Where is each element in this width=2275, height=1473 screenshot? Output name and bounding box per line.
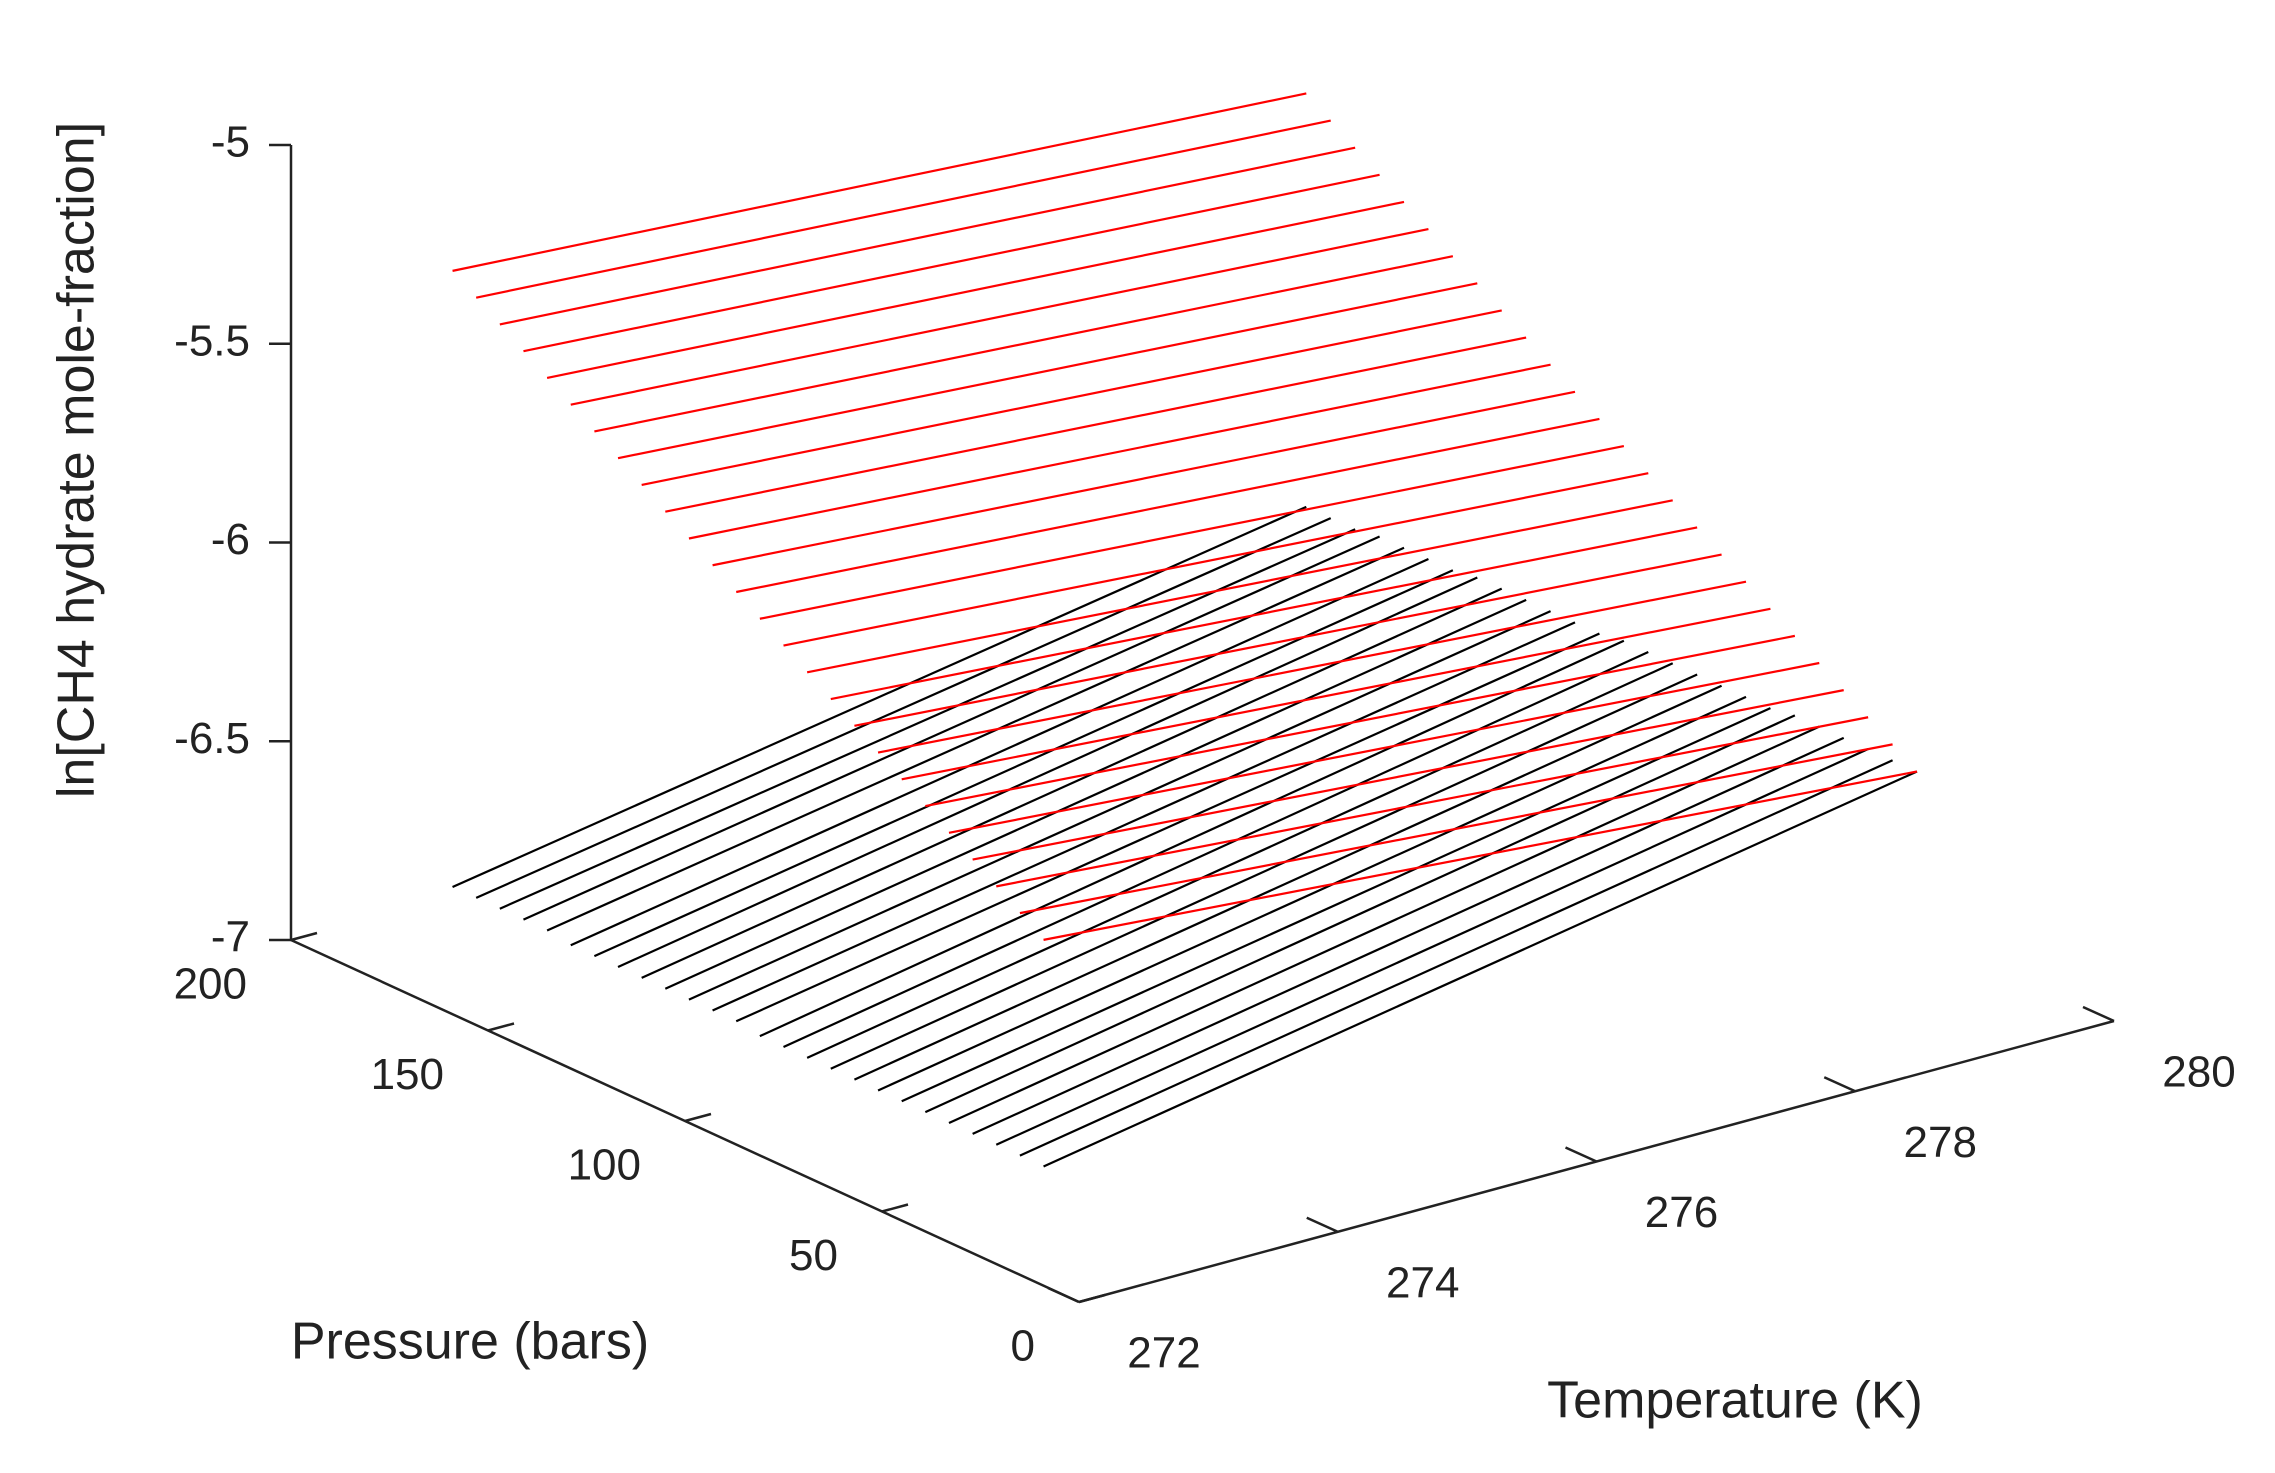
x-tick-label: 280 xyxy=(2162,1048,2235,1097)
x-tick xyxy=(2082,1005,2115,1023)
y-tick-label: 0 xyxy=(1011,1322,1035,1371)
surface-line xyxy=(995,748,1869,1146)
surface-line xyxy=(452,92,1307,272)
x-tick xyxy=(1564,1146,1598,1163)
surface-line xyxy=(783,651,1649,1049)
surface-line xyxy=(712,390,1576,567)
surface-line xyxy=(593,569,1454,958)
surface-line xyxy=(853,684,1723,1081)
y-tick-label: 200 xyxy=(174,960,247,1009)
surface-line xyxy=(523,535,1381,921)
surface-line xyxy=(736,417,1600,594)
surface-line xyxy=(570,557,1429,947)
y-tick xyxy=(290,931,318,942)
surface-line xyxy=(830,526,1698,701)
x-tick-label: 276 xyxy=(1645,1188,1718,1237)
surface-line xyxy=(617,576,1478,969)
surface-line xyxy=(712,621,1576,1012)
surface-line xyxy=(996,716,1869,888)
z-axis-label: ln[CH4 hydrate mole-fraction] xyxy=(48,122,106,798)
surface-line xyxy=(665,336,1527,513)
surface-line xyxy=(972,689,1844,861)
surface-line xyxy=(830,673,1698,1070)
y-tick-label: 150 xyxy=(371,1050,444,1099)
surface-line xyxy=(901,707,1771,1103)
surface-line xyxy=(972,736,1845,1135)
y-tick-label: 50 xyxy=(789,1231,838,1280)
surface-line xyxy=(475,119,1331,299)
surface-line xyxy=(641,587,1503,979)
surface-line xyxy=(617,282,1478,460)
surface-line xyxy=(475,517,1332,899)
x-tick-label: 272 xyxy=(1127,1329,1200,1378)
z-tick-label: -5.5 xyxy=(174,316,250,365)
y-tick xyxy=(684,1112,712,1123)
y-tick xyxy=(487,1022,515,1032)
surface-line xyxy=(854,553,1722,727)
z-tick-label: -5 xyxy=(211,118,250,167)
surface-line xyxy=(570,227,1429,406)
surface-line xyxy=(688,363,1551,540)
surface-line xyxy=(806,662,1674,1059)
surface-line xyxy=(523,173,1380,353)
x-axis-label: Temperature (K) xyxy=(1547,1372,1923,1430)
surface-line xyxy=(877,695,1747,1092)
z-tick-label: -6 xyxy=(211,515,250,564)
x-tick xyxy=(1306,1216,1339,1233)
surface-line xyxy=(948,661,1820,834)
x-tick xyxy=(1047,1286,1080,1304)
y-tick-label: 100 xyxy=(568,1141,641,1190)
surface-line xyxy=(877,580,1747,754)
surface-line xyxy=(924,714,1796,1114)
z-tick-label: -6.5 xyxy=(174,714,250,763)
surface-line xyxy=(664,598,1527,990)
surface-line xyxy=(759,444,1625,620)
surface-line xyxy=(925,634,1796,808)
surface-line xyxy=(948,725,1820,1125)
surface-line xyxy=(594,255,1454,433)
x-tick-label: 274 xyxy=(1386,1258,1459,1307)
x-tick xyxy=(1823,1076,1856,1093)
surface-line xyxy=(735,632,1600,1023)
surface-line xyxy=(1019,759,1894,1157)
surface-line xyxy=(641,309,1502,487)
surface-line xyxy=(806,499,1673,674)
y-axis-label: Pressure (bars) xyxy=(291,1313,649,1371)
x-tick-label: 278 xyxy=(1904,1118,1977,1167)
y-tick xyxy=(1078,1293,1106,1304)
surface-line xyxy=(783,472,1649,647)
surface-line xyxy=(901,607,1771,781)
surface-line xyxy=(499,146,1356,326)
surface-line xyxy=(546,200,1405,380)
y-tick xyxy=(881,1203,909,1213)
z-tick-label: -7 xyxy=(211,913,250,962)
surface-line xyxy=(1019,743,1893,915)
surface-line xyxy=(1043,770,1918,941)
surface-line xyxy=(546,546,1405,932)
surface-line xyxy=(688,610,1552,1001)
surface-line xyxy=(759,639,1625,1038)
surface-line xyxy=(1043,770,1918,1168)
